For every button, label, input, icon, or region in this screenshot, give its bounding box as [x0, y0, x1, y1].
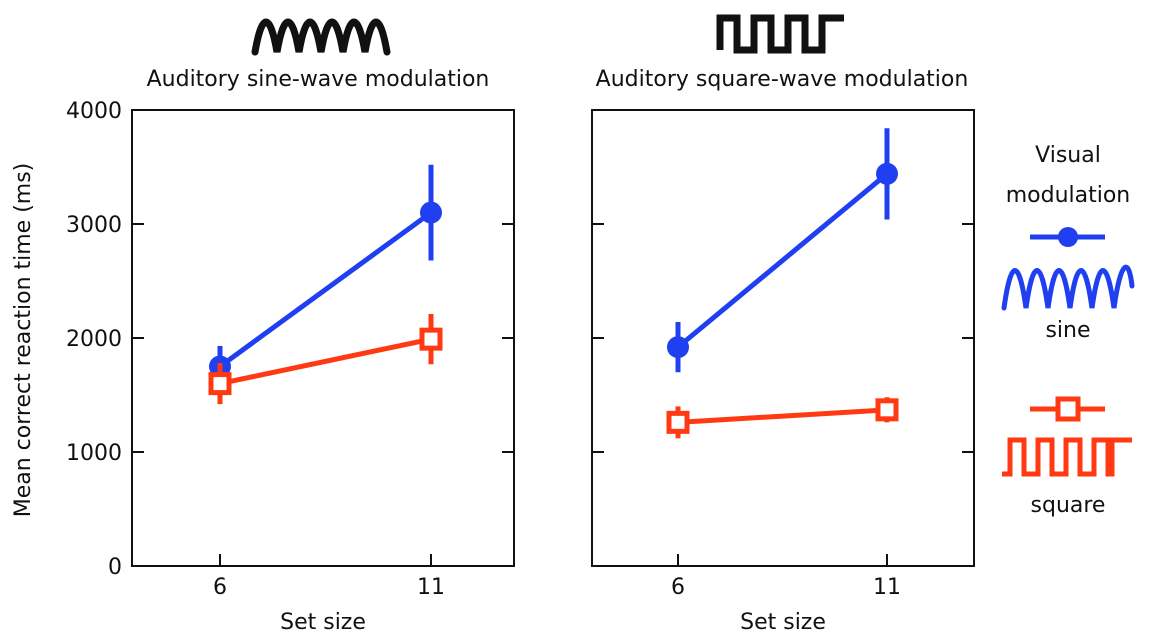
data-point-square: [208, 372, 232, 396]
y-tick-label: 2000: [66, 327, 122, 352]
y-tick-label: 1000: [66, 441, 122, 466]
legend-square-marker: [1055, 396, 1081, 422]
x-axis-label: Set size: [280, 610, 366, 635]
y-tick-label: 3000: [66, 213, 122, 238]
y-axis-label: Mean correct reaction time (ms): [11, 163, 36, 518]
legend-sine-label: sine: [1045, 318, 1090, 343]
y-tick-label: 4000: [66, 99, 122, 124]
legend-sine-marker: [1058, 227, 1078, 247]
panel-title: Auditory square-wave modulation: [596, 67, 969, 92]
x-axis-label: Set size: [740, 610, 826, 635]
series-line-square: [677, 407, 888, 425]
data-point-sine: [420, 201, 442, 224]
legend: Visual modulation sine square: [1001, 143, 1135, 518]
x-tick-label: 6: [671, 575, 685, 600]
legend-title-line1: Visual: [1035, 143, 1101, 168]
data-point-square: [419, 327, 443, 351]
y-tick-label: 0: [108, 555, 122, 580]
sine-wave-icon: [1001, 264, 1135, 311]
square-wave-icon: [716, 14, 844, 54]
series-line-square: [219, 336, 432, 387]
data-point-sine: [876, 162, 898, 185]
panel-title: Auditory sine-wave modulation: [147, 67, 490, 92]
square-wave-icon: [1002, 437, 1132, 477]
legend-square-label: square: [1031, 493, 1106, 518]
plot-frame: [131, 109, 515, 567]
x-tick-label: 11: [417, 575, 445, 600]
series-line-sine: [218, 210, 433, 369]
data-point-sine: [667, 336, 689, 359]
panel-square-auditory: Auditory square-wave modulation Set size…: [591, 14, 975, 635]
x-tick-label: 11: [873, 575, 901, 600]
plot-frame: [591, 109, 975, 567]
series-line-sine: [676, 171, 889, 350]
x-tick-label: 6: [213, 575, 227, 600]
sine-wave-icon: [251, 18, 391, 56]
data-point-square: [666, 410, 690, 434]
data-point-square: [875, 398, 899, 422]
panel-sine-auditory: Auditory sine-wave modulation Mean corre…: [11, 18, 515, 635]
legend-title-line2: modulation: [1006, 183, 1131, 208]
